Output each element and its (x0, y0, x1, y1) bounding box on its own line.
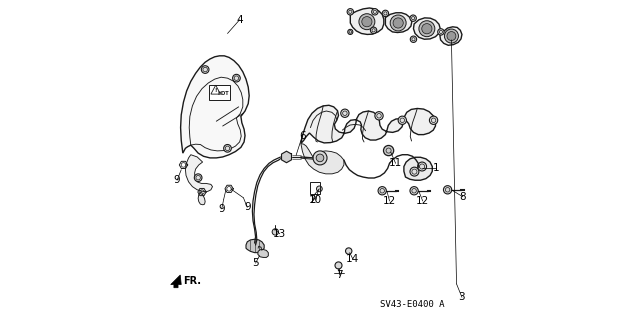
Text: 9: 9 (218, 204, 225, 214)
Circle shape (398, 116, 406, 124)
Text: 1: 1 (433, 163, 440, 173)
Text: HOT: HOT (218, 91, 229, 96)
Circle shape (272, 229, 278, 235)
Polygon shape (350, 8, 384, 34)
Circle shape (383, 145, 394, 156)
Polygon shape (413, 18, 440, 39)
Circle shape (362, 17, 372, 27)
Text: 6: 6 (299, 130, 306, 141)
Polygon shape (440, 27, 462, 45)
Circle shape (340, 109, 349, 117)
Text: FR.: FR. (184, 276, 202, 286)
Text: 7: 7 (337, 270, 343, 280)
Text: 10: 10 (309, 195, 323, 205)
Polygon shape (246, 239, 264, 253)
Circle shape (390, 15, 406, 31)
Polygon shape (258, 249, 268, 257)
Text: 4: 4 (236, 15, 243, 25)
Circle shape (429, 116, 438, 124)
Circle shape (335, 262, 342, 269)
Text: 8: 8 (460, 192, 466, 202)
Text: 11: 11 (389, 158, 402, 168)
Circle shape (313, 151, 327, 165)
Text: 3: 3 (459, 292, 465, 302)
Circle shape (410, 167, 419, 176)
Circle shape (410, 187, 419, 195)
Circle shape (444, 186, 452, 194)
Text: 9: 9 (174, 175, 180, 185)
Circle shape (195, 174, 202, 182)
Circle shape (348, 29, 353, 34)
Circle shape (422, 24, 432, 34)
Polygon shape (282, 151, 291, 163)
Text: 5: 5 (252, 258, 259, 268)
Polygon shape (198, 191, 205, 205)
Circle shape (316, 154, 324, 162)
Circle shape (410, 36, 417, 42)
Polygon shape (186, 155, 212, 191)
Circle shape (359, 14, 375, 30)
Circle shape (346, 248, 352, 254)
Polygon shape (171, 275, 181, 288)
Circle shape (382, 10, 388, 17)
Polygon shape (301, 105, 435, 144)
Text: 12: 12 (416, 196, 429, 206)
Text: 9: 9 (244, 202, 251, 212)
Circle shape (419, 21, 435, 37)
Circle shape (223, 145, 231, 152)
Circle shape (378, 187, 387, 195)
Text: SV43-E0400 A: SV43-E0400 A (380, 300, 445, 309)
Circle shape (232, 74, 240, 82)
Text: 14: 14 (346, 254, 360, 264)
Text: !: ! (214, 88, 217, 93)
Polygon shape (180, 56, 249, 158)
Circle shape (447, 32, 456, 41)
Circle shape (444, 29, 458, 43)
Circle shape (410, 15, 417, 21)
Circle shape (375, 112, 383, 120)
Circle shape (393, 18, 403, 28)
Circle shape (202, 66, 209, 73)
Text: 13: 13 (273, 229, 287, 239)
Circle shape (418, 162, 426, 171)
Circle shape (317, 186, 322, 192)
FancyBboxPatch shape (209, 85, 230, 100)
Circle shape (371, 27, 377, 33)
Text: 2: 2 (310, 195, 316, 205)
Text: 12: 12 (383, 196, 396, 206)
Circle shape (347, 9, 353, 15)
Circle shape (438, 29, 444, 35)
Polygon shape (404, 157, 432, 180)
Polygon shape (385, 13, 412, 33)
Circle shape (372, 9, 378, 15)
Polygon shape (301, 144, 344, 174)
